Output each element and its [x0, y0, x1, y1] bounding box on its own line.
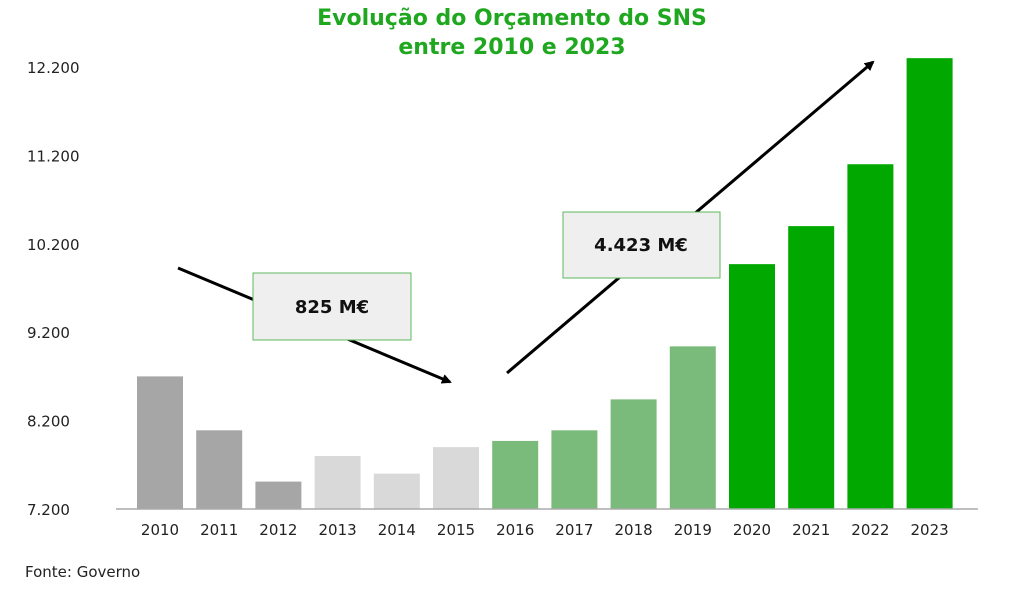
- x-tick-label: 2019: [674, 521, 712, 539]
- x-tick-label: 2017: [555, 521, 593, 539]
- bar-2016: [492, 440, 539, 509]
- y-tick-label: 9.200: [27, 324, 70, 342]
- bar-2010: [137, 376, 183, 509]
- y-tick-label: 11.200: [27, 147, 80, 165]
- annotation-box-increase: [562, 211, 721, 279]
- bar-2021: [788, 226, 835, 509]
- source-note: Fonte: Governo: [25, 563, 141, 581]
- annotation-box-decrease: [252, 272, 412, 341]
- x-tick-label: 2018: [615, 521, 653, 539]
- x-tick-label: 2011: [200, 521, 238, 539]
- x-tick-label: 2021: [792, 521, 830, 539]
- x-tick-label: 2020: [733, 521, 771, 539]
- bar-2013: [314, 455, 361, 509]
- bar-2020: [729, 264, 775, 509]
- bar-2014: [373, 473, 420, 509]
- bar-2017: [551, 430, 598, 509]
- bar-2023: [906, 58, 953, 509]
- bar-2015: [433, 447, 479, 509]
- x-tick-label: 2022: [851, 521, 889, 539]
- x-tick-label: 2013: [319, 521, 357, 539]
- y-tick-label: 7.200: [27, 501, 70, 519]
- y-tick-label: 12.200: [27, 59, 80, 77]
- y-tick-label: 8.200: [27, 413, 70, 431]
- annotation-increase: 4.423 M€: [594, 235, 688, 256]
- bar-2022: [847, 164, 894, 510]
- x-tick-label: 2016: [496, 521, 534, 539]
- x-tick-label: 2010: [141, 521, 179, 539]
- annotation-decrease: 825 M€: [295, 297, 369, 318]
- x-tick-label: 2012: [259, 521, 297, 539]
- bar-2018: [610, 399, 657, 509]
- y-tick-label: 10.200: [27, 236, 80, 254]
- x-tick-label: 2015: [437, 521, 475, 539]
- bar-2012: [255, 481, 302, 509]
- bar-2019: [669, 346, 716, 509]
- title-line-2: entre 2010 e 2023: [398, 35, 626, 60]
- x-tick-label: 2014: [378, 521, 416, 539]
- title-line-1: Evolução do Orçamento do SNS: [317, 6, 707, 31]
- chart-title: Evolução do Orçamento do SNS entre 2010 …: [0, 4, 1024, 62]
- bar-2011: [196, 430, 243, 509]
- x-tick-label: 2023: [911, 521, 949, 539]
